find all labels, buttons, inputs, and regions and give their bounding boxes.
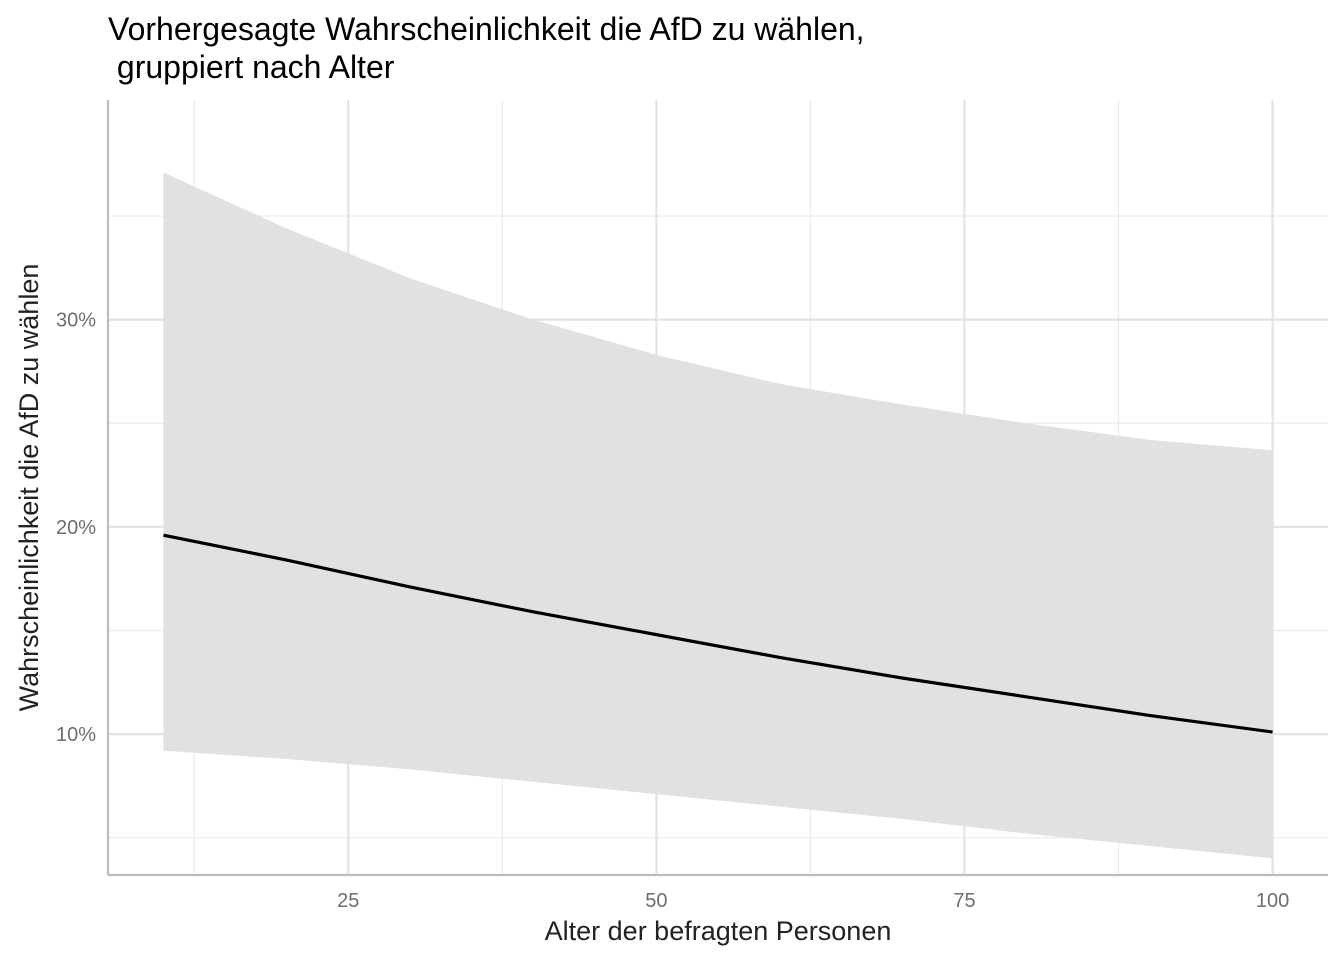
y-tick-label: 20% (56, 517, 96, 539)
chart-title: Vorhergesagte Wahrscheinlichkeit die AfD… (108, 10, 865, 86)
y-tick-label: 30% (56, 310, 96, 332)
chart-title-line-2: gruppiert nach Alter (108, 49, 395, 85)
x-tick-label: 25 (337, 890, 359, 912)
y-axis-title: Wahrscheinlichkeit die AfD zu wählen (14, 264, 44, 712)
x-tick-label: 75 (953, 890, 975, 912)
prediction-line (163, 533, 1273, 734)
x-axis-title: Alter der befragten Personen (545, 916, 892, 946)
chart-title-line-1: Vorhergesagte Wahrscheinlichkeit die AfD… (108, 11, 865, 47)
x-tick-label: 50 (645, 890, 667, 912)
tick-labels: 25 50 75 100 10% 20% 30% (56, 310, 1289, 912)
confidence-band (163, 172, 1273, 859)
y-tick-label: 10% (56, 724, 96, 746)
x-tick-label: 100 (1256, 890, 1289, 912)
